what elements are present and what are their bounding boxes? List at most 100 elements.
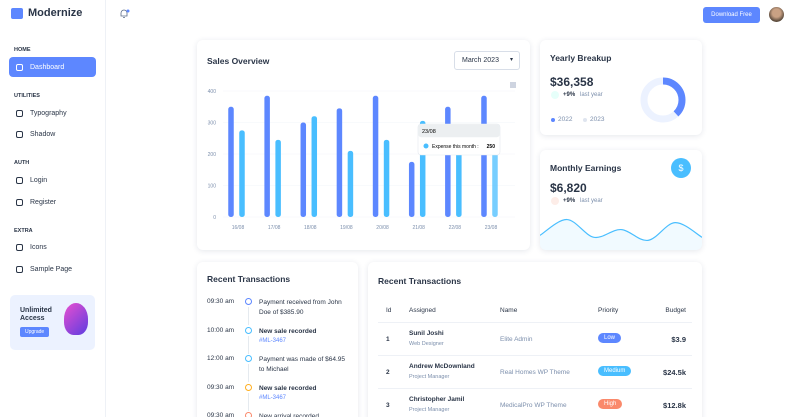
time: 09:30 am [207,412,235,417]
tooltip-header [418,124,500,138]
bar [492,138,498,217]
tooltip: 23/08 Expense this month : 250 [417,123,501,156]
nav-icon [16,63,23,71]
nav-icon [16,198,23,206]
timeline-text: New arrival recorded [259,412,351,417]
nav-label: Dashboard [30,63,65,71]
y-tick-label: 0 [213,215,216,221]
dollar-icon: $ [671,158,691,178]
row-divider [378,388,692,389]
avatar[interactable] [769,7,784,22]
donut-chart [640,77,686,123]
timeline-line [248,364,249,382]
nav-label: Register [30,198,57,206]
assigned-role: Project Manager [409,374,450,380]
bar [336,108,343,217]
timeline-line [248,335,249,354]
nav-label: Shadow [30,130,56,138]
section-title: AUTH [14,160,30,166]
id-cell: 1 [386,336,390,343]
assigned-name: Sunil Joshi [409,330,444,337]
bar [481,95,487,217]
nav-item[interactable]: Register [9,192,96,212]
nav-icon [16,176,23,184]
budget: $12.8k [663,401,686,410]
timeline-dot [245,326,252,334]
event-text: Payment was made of $64.95 to Michael [259,356,345,373]
bar [228,106,234,217]
timeline-dot [245,412,252,417]
x-tick-label: 23/08 [485,225,498,231]
promo: Unlimited Access Upgrade [10,295,95,350]
change: +9% [563,198,576,204]
event-text: New sale recorded [259,384,317,392]
line [540,218,702,241]
column-header: Id [386,307,392,314]
donut-segment [640,77,686,123]
timeline-line [248,307,249,325]
row-divider [378,355,692,356]
upgrade-button[interactable]: Upgrade [20,327,50,337]
monthly-earnings-card: Monthly Earnings $ $6,820 +9% last year [540,150,702,250]
trend-icon [551,197,559,205]
legend-dot [551,118,555,122]
nav-item[interactable]: Typography [9,103,96,123]
nav-label: Icons [30,243,47,251]
priority-badge: High [598,399,623,409]
nav-item[interactable]: Shadow [9,124,96,144]
budget: $3.9 [671,335,686,344]
y-tick-label: 300 [208,121,217,127]
priority-badge: Low [598,333,622,343]
y-tick-label: 400 [208,89,217,95]
change-label: last year [580,198,603,204]
timeline-dot [245,355,252,362]
timeline-text: New sale recorded #ML-3467 [259,327,351,345]
yearly-breakup-card: Yearly Breakup $36,358 +9% last year 202… [540,40,702,135]
assigned-role: Web Designer [409,341,444,347]
nav-item[interactable]: Sample Page [9,259,96,279]
bell-icon[interactable] [118,8,130,20]
x-tick-label: 22/08 [449,225,462,231]
y-tick-label: 200 [208,152,217,158]
x-tick-label: 16/08 [232,225,245,231]
month-select[interactable]: March 2023 ▾ [454,51,520,70]
nav-item[interactable]: Icons [9,237,96,257]
assigned-role: Project Manager [409,407,450,413]
amount: $6,820 [550,181,587,195]
menu-icon[interactable] [510,82,516,88]
x-tick-label: 20/08 [376,225,389,231]
nav-icon [16,109,23,117]
timeline-text: New sale recorded #ML-3467 [259,384,351,402]
select-value: March 2023 [462,57,499,64]
card-title: Recent Transactions [207,274,291,284]
bar [264,95,270,217]
nav-icon [16,130,23,138]
nav-icon [16,243,23,251]
x-tick-label: 18/08 [304,225,317,231]
event-link[interactable]: #ML-3467 [259,337,287,344]
row-divider [378,322,692,323]
nav-item[interactable]: Dashboard [9,57,96,77]
nav-item[interactable]: Login [9,170,96,190]
bar [300,122,307,217]
sales-overview-card: Sales Overview March 2023 ▾ 0 100 200 300 400… [197,40,530,250]
tooltip-title: 23/08 [422,129,436,135]
timeline-line [248,392,249,411]
bar [456,147,462,217]
event-link[interactable]: #ML-3467 [259,394,287,401]
time: 12:00 am [207,355,235,362]
download-button[interactable]: Download Free [703,7,760,23]
section-title: HOME [14,47,31,53]
tooltip-value: 250 [487,144,496,150]
column-header: Budget [665,307,686,314]
tooltip-label: Expense this month : [432,144,479,150]
change: +9% [563,92,576,98]
bar [311,116,318,217]
timeline-dot [245,383,252,391]
area [540,219,702,250]
event-text: New arrival recorded [259,413,319,417]
time: 10:00 am [207,326,235,334]
timeline-text: Payment received from John Doe of $385.9… [259,298,351,318]
section-title: EXTRA [14,228,33,234]
priority-badge: Medium [598,366,632,376]
